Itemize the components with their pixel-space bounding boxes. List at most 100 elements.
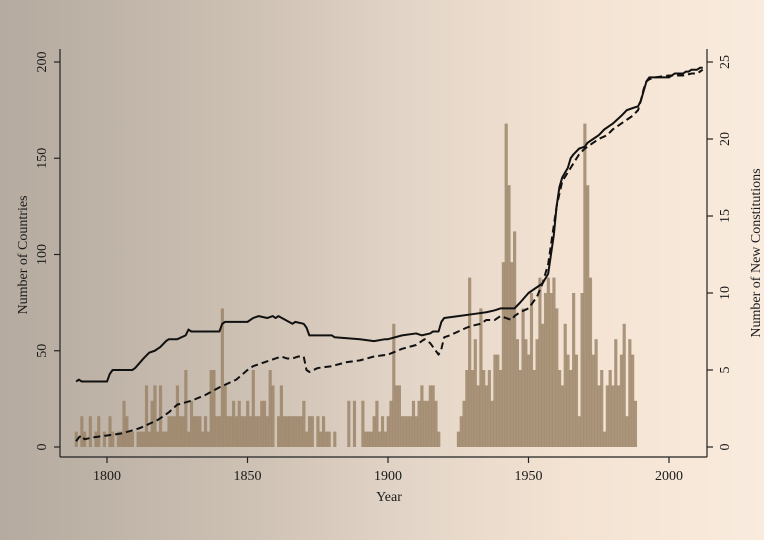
bar-1982: [617, 385, 621, 447]
bar-1814: [144, 385, 149, 447]
bar-1799: [102, 431, 106, 447]
bar-1868: [296, 416, 300, 447]
bar-1871: [305, 431, 309, 447]
bar-1939: [496, 354, 500, 447]
bar-1966: [572, 293, 576, 447]
bar-1849: [243, 416, 247, 447]
bar-1802: [111, 431, 115, 447]
y-right-tick-label-25: 25: [718, 55, 733, 69]
bar-1905: [400, 416, 404, 447]
bar-1813: [142, 431, 146, 447]
bar-1817: [153, 385, 157, 447]
bar-1984: [622, 323, 626, 447]
bar-1928: [465, 370, 469, 447]
bar-1956: [543, 293, 548, 447]
bar-1971: [586, 185, 590, 447]
bar-1926: [459, 416, 463, 447]
bar-1957: [546, 277, 550, 447]
bar-1951: [529, 293, 534, 447]
bar-1948: [521, 308, 525, 447]
bar-1888: [352, 400, 357, 447]
bar-1811: [136, 431, 140, 447]
y-left-tick-label-0: 0: [35, 444, 50, 451]
bar-1947: [518, 370, 522, 447]
bar-1975: [597, 385, 601, 447]
bar-1847: [237, 400, 241, 447]
bar-1854: [257, 416, 261, 447]
bar-1831: [192, 416, 196, 447]
bar-1862: [279, 385, 283, 447]
bar-1952: [532, 370, 536, 447]
bar-1819: [158, 385, 163, 447]
bar-1909: [411, 400, 416, 447]
bar-1845: [232, 400, 236, 447]
y-left-tick-label-100: 100: [35, 244, 50, 265]
bar-1908: [409, 416, 413, 447]
axes-layer: 1800 1850 1900 1950 200005010015020005101520…: [35, 49, 733, 484]
bar-1929: [468, 277, 472, 447]
bar-1958: [549, 293, 553, 447]
bar-1943: [507, 185, 511, 447]
bar-1935: [484, 385, 489, 447]
bar-1940: [499, 370, 503, 447]
bar-1896: [375, 400, 379, 447]
y-left-tick-label-150: 150: [35, 148, 50, 169]
y-right-tick-label-0: 0: [718, 444, 733, 451]
bar-1913: [423, 400, 427, 447]
bar-1915: [428, 385, 432, 447]
bar-1815: [147, 431, 151, 447]
bar-1945: [513, 231, 517, 447]
x-tick-label-1850: 1850: [234, 469, 262, 484]
bar-1840: [218, 416, 222, 447]
bar-1796: [94, 431, 98, 447]
bar-1886: [347, 400, 351, 447]
bar-1955: [541, 323, 545, 447]
bar-1986: [628, 339, 632, 447]
bar-1899: [383, 431, 387, 447]
bar-1897: [378, 431, 382, 447]
bar-1962: [560, 385, 564, 447]
x-tick-label-1800: 1800: [93, 469, 121, 484]
bar-1843: [226, 416, 230, 447]
bar-1979: [608, 370, 612, 447]
bar-1873: [310, 416, 314, 447]
bar-1981: [614, 339, 618, 447]
y-left-tick-label-200: 200: [35, 52, 50, 73]
y-right-tick-label-5: 5: [718, 367, 733, 374]
bar-1936: [487, 370, 491, 447]
bar-1842: [223, 385, 227, 447]
bar-1864: [285, 416, 289, 447]
bar-1972: [588, 277, 593, 447]
bar-1856: [262, 400, 267, 447]
x-tick-label-1950: 1950: [515, 469, 543, 484]
bar-1891: [361, 400, 365, 447]
bar-1808: [128, 431, 132, 447]
bar-1851: [248, 416, 253, 447]
bar-1869: [299, 416, 303, 447]
bar-1961: [558, 370, 562, 447]
bar-1980: [611, 385, 615, 447]
bar-1828: [184, 370, 188, 447]
bar-1904: [397, 385, 401, 447]
bar-1822: [167, 416, 171, 447]
bar-1893: [366, 431, 371, 447]
bar-1910: [414, 416, 418, 447]
bar-1895: [372, 416, 376, 447]
bar-1900: [386, 416, 390, 447]
bar-1959: [552, 277, 556, 447]
bar-1812: [139, 431, 143, 447]
bar-1875: [316, 416, 320, 447]
bar-1983: [619, 354, 623, 447]
bar-1859: [271, 385, 275, 447]
lines-layer: [75, 66, 704, 442]
bar-1932: [476, 385, 480, 447]
bar-1988: [633, 400, 638, 447]
bar-1865: [288, 416, 292, 447]
bar-1858: [268, 370, 272, 447]
bar-1825: [175, 385, 179, 447]
x-tick-label-1900: 1900: [374, 469, 402, 484]
bar-1878: [324, 431, 328, 447]
line-countries-with-constitutions: [75, 68, 704, 442]
bar-1911: [417, 400, 421, 447]
y-axis-right-title: Number of New Constitutions: [749, 168, 764, 337]
